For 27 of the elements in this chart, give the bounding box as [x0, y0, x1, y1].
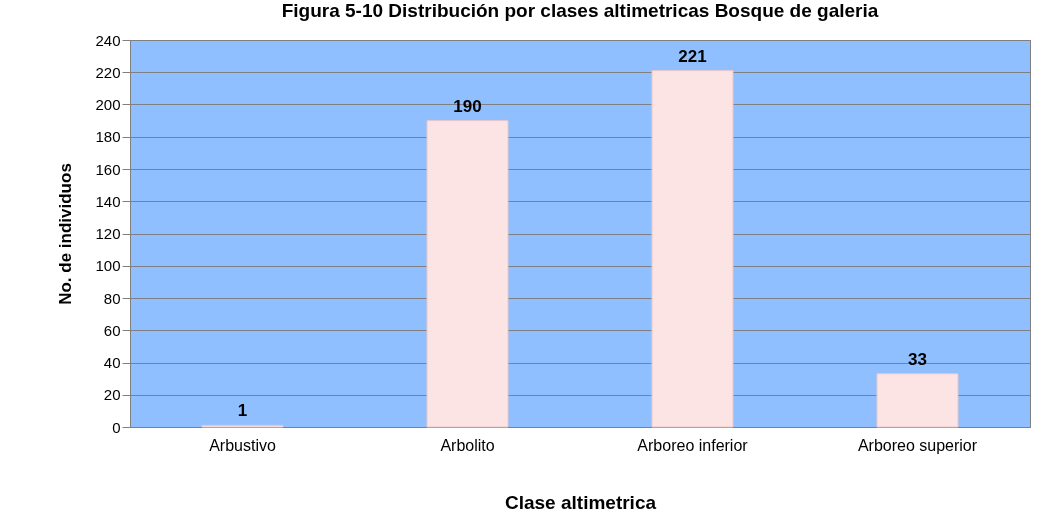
x-tick-label: Arboreo superior	[857, 436, 978, 454]
y-tick-label: 20	[103, 386, 121, 404]
data-label: 1	[237, 401, 248, 421]
x-axis-title: Clase altimetrica	[504, 491, 657, 513]
y-tick-label: 0	[112, 418, 121, 436]
bar	[651, 70, 734, 428]
x-tick-label: Arbustivo	[209, 436, 276, 454]
y-tick-label: 140	[95, 192, 121, 210]
data-label: 190	[453, 96, 482, 116]
chart-title: Figura 5-10 Distribución por clases altimetricas Bosque de galeria	[281, 0, 879, 21]
bar	[426, 120, 509, 428]
y-tick-label: 160	[95, 160, 121, 178]
x-tick-label: Arboreo inferior	[637, 436, 749, 454]
y-tick-label: 80	[103, 289, 121, 307]
y-tick-label: 100	[95, 257, 121, 275]
data-label: 33	[908, 349, 927, 369]
y-tick-label: 60	[103, 321, 121, 339]
y-tick-label: 180	[95, 128, 121, 146]
data-label: 221	[678, 46, 707, 66]
bar	[876, 373, 959, 428]
y-tick-label: 40	[103, 354, 121, 371]
y-tick-label: 200	[95, 96, 121, 113]
y-tick-label: 120	[95, 225, 121, 242]
y-tick-label: 240	[95, 31, 121, 49]
x-tick-label: Arbolito	[440, 436, 495, 454]
y-tick-label: 220	[95, 63, 121, 81]
y-axis-title: No. de individuos	[56, 163, 76, 305]
